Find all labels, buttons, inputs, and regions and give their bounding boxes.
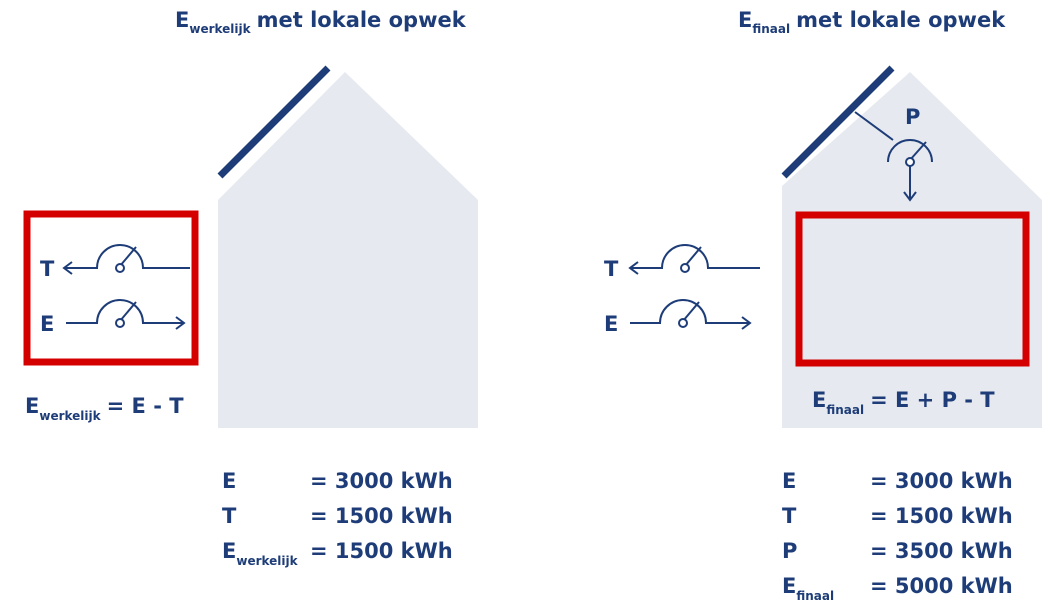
row-label: Ewerkelijk bbox=[222, 539, 299, 568]
row-value: = 3500 kWh bbox=[870, 539, 1013, 563]
formula-sub: finaal bbox=[826, 403, 864, 417]
row-value: = 5000 kWh bbox=[870, 574, 1013, 598]
row-label-main: E bbox=[222, 539, 236, 563]
meter-t bbox=[630, 245, 760, 274]
row-label-main: T bbox=[782, 504, 797, 528]
title-main: E bbox=[175, 8, 189, 32]
meter-label: E bbox=[604, 312, 618, 336]
row-value: = 3000 kWh bbox=[870, 469, 1013, 493]
title-sub: finaal bbox=[752, 22, 790, 36]
row-label-main: E bbox=[782, 469, 796, 493]
red-box bbox=[27, 214, 195, 362]
meter-label: T bbox=[40, 257, 55, 281]
row-label: Efinaal bbox=[782, 574, 834, 601]
house bbox=[218, 72, 478, 428]
table: E = 3000 kWh T = 1500 kWh P = 3500 kWh Efinaal… bbox=[782, 469, 1013, 601]
title-rest: met lokale opwek bbox=[257, 8, 467, 32]
row-label: P bbox=[782, 539, 797, 563]
formula-rest: = E + P - T bbox=[870, 388, 995, 412]
meter-e bbox=[630, 300, 750, 329]
title: Ewerkelijk met lokale opwek bbox=[175, 8, 467, 36]
row-label-main: P bbox=[782, 539, 797, 563]
title-sub: werkelijk bbox=[189, 22, 251, 36]
formula-sub: werkelijk bbox=[39, 409, 101, 423]
row-label-sub: werkelijk bbox=[236, 554, 298, 568]
formula-rest: = E - T bbox=[107, 394, 185, 418]
red-box bbox=[799, 215, 1026, 363]
table: E = 3000 kWh T = 1500 kWh Ewerkelijk = 1500 k… bbox=[222, 469, 453, 568]
row-value: = 1500 kWh bbox=[310, 504, 453, 528]
row-label-main: T bbox=[222, 504, 237, 528]
formula-main: E bbox=[812, 388, 826, 412]
row-value: = 1500 kWh bbox=[310, 539, 453, 563]
row-label: T bbox=[782, 504, 797, 528]
row-label-main: E bbox=[782, 574, 796, 598]
formula: Ewerkelijk = E - T bbox=[25, 394, 184, 423]
row-label-sub: finaal bbox=[796, 589, 834, 601]
meter-label: T bbox=[604, 257, 619, 281]
row-label: E bbox=[222, 469, 236, 493]
title-rest: met lokale opwek bbox=[796, 8, 1006, 32]
formula-main: E bbox=[25, 394, 39, 418]
row-value: = 1500 kWh bbox=[870, 504, 1013, 528]
meter-label: P bbox=[905, 105, 920, 129]
meter-label: E bbox=[40, 312, 54, 336]
diagram: T E Ewerkelijk met lokale opwek Ewerkelij… bbox=[0, 0, 1053, 601]
title: Efinaal met lokale opwek bbox=[738, 8, 1006, 36]
title-main: E bbox=[738, 8, 752, 32]
row-label: E bbox=[782, 469, 796, 493]
row-label: T bbox=[222, 504, 237, 528]
row-label-main: E bbox=[222, 469, 236, 493]
row-value: = 3000 kWh bbox=[310, 469, 453, 493]
